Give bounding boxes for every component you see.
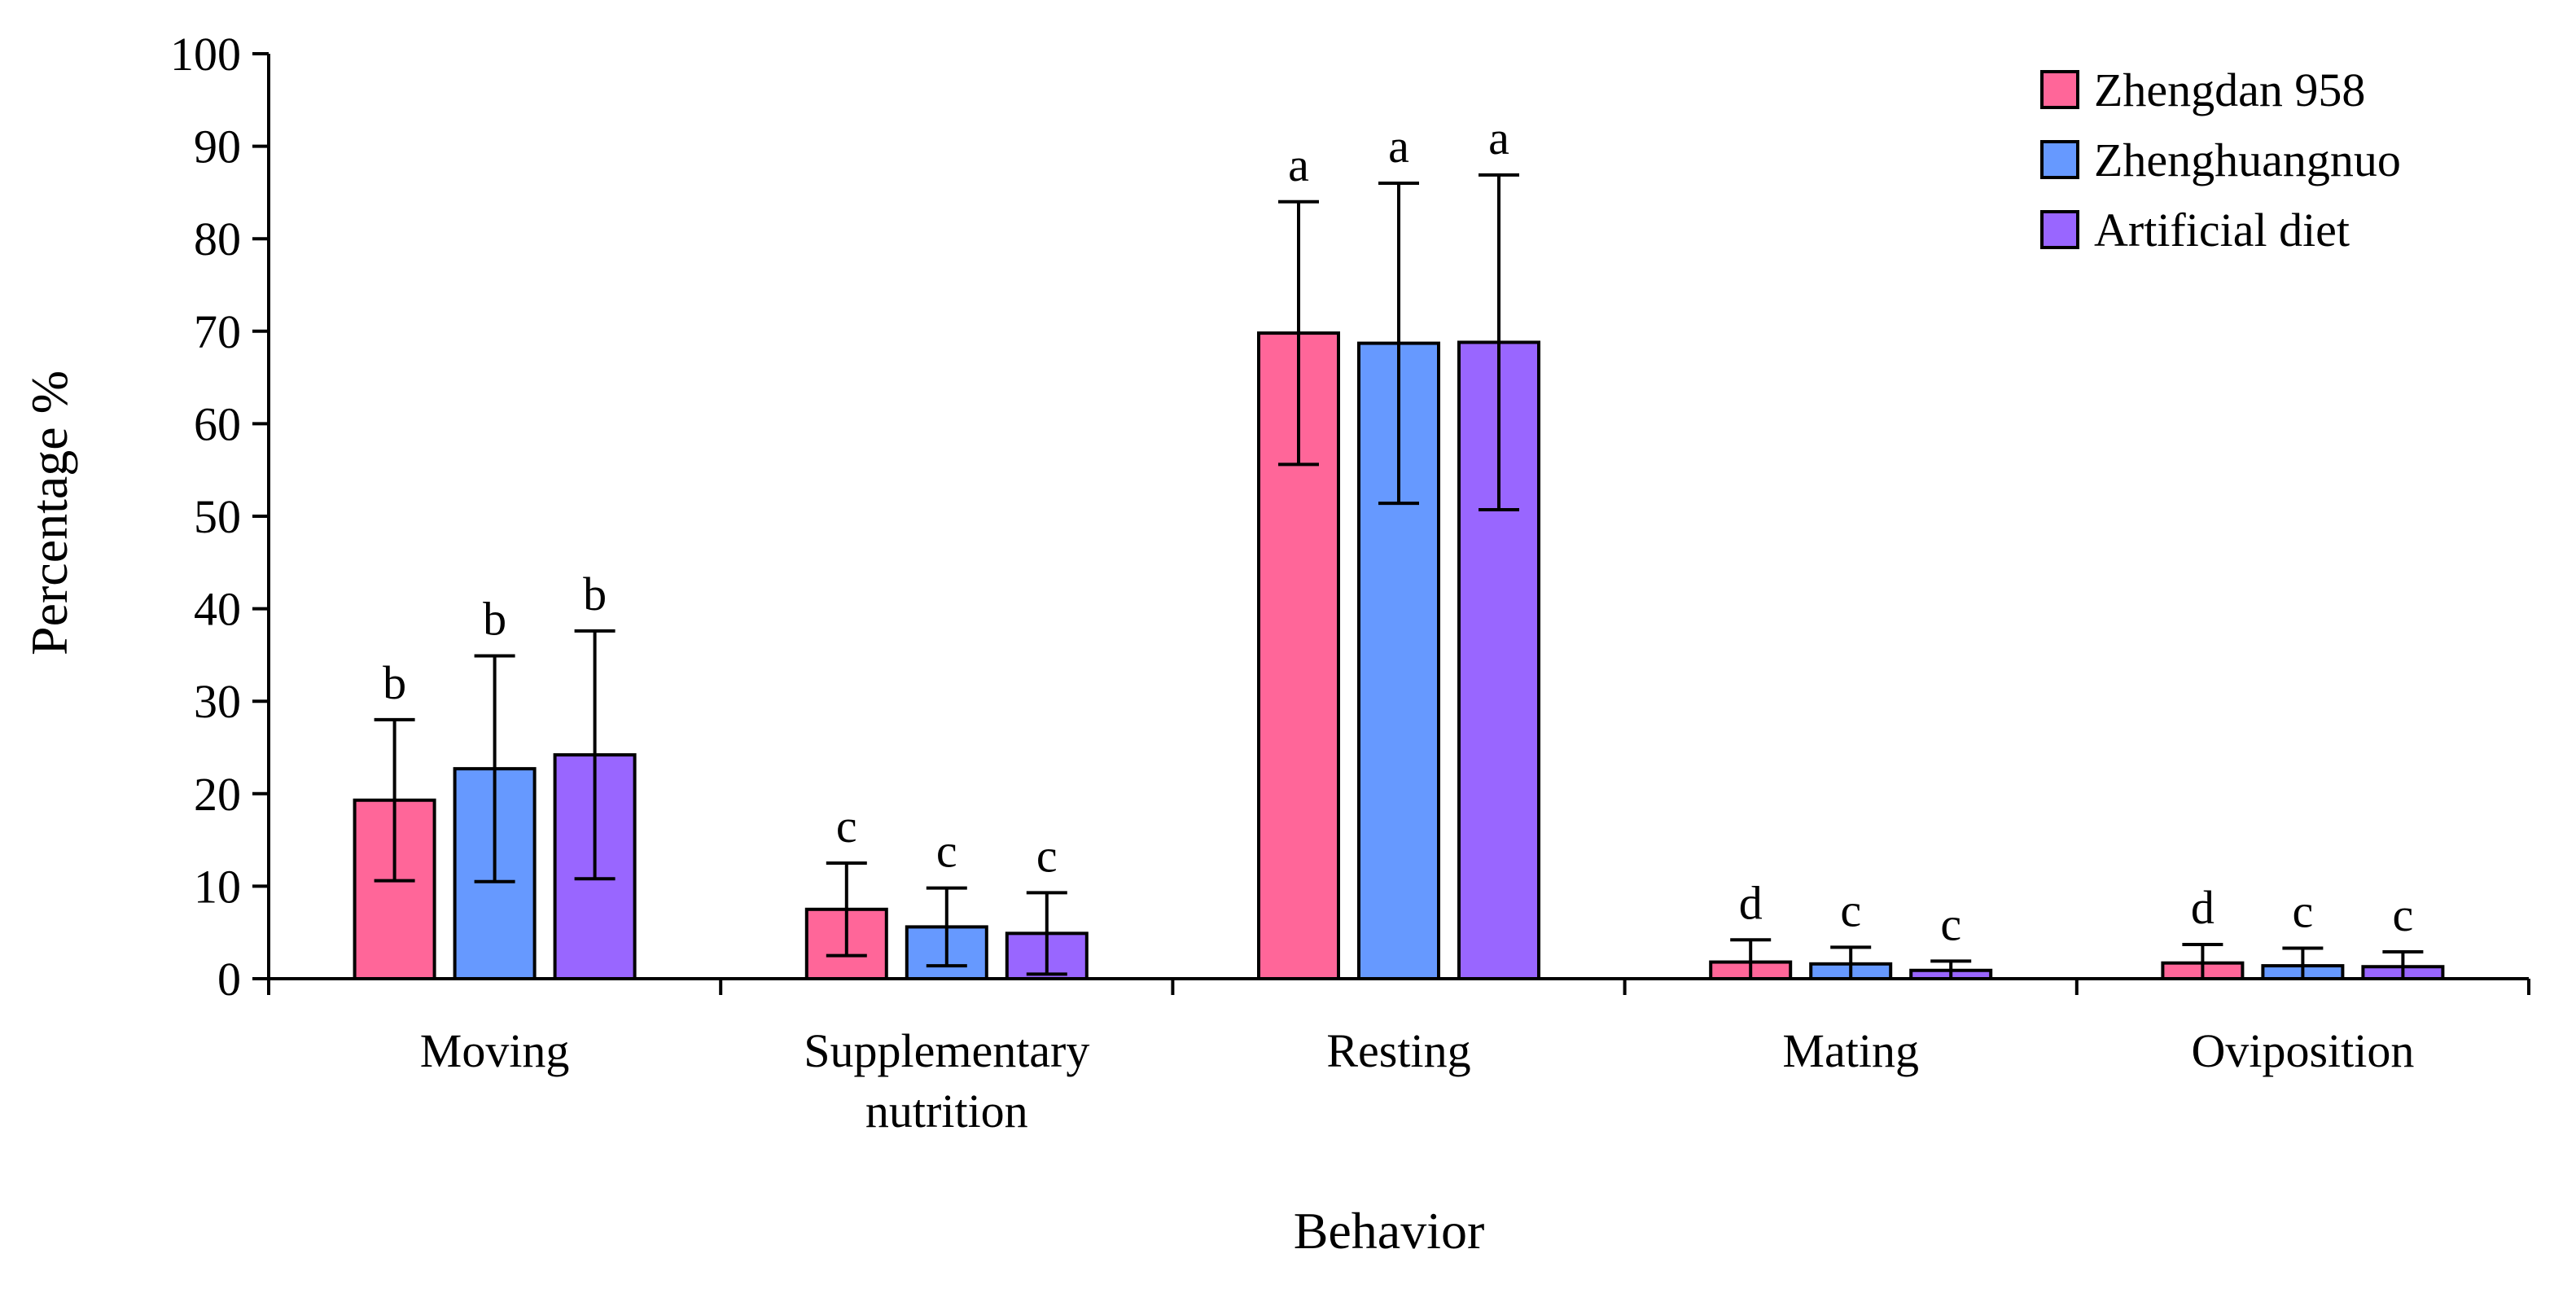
error-bars bbox=[374, 173, 2424, 980]
legend: Zhengdan 958 Zhenghuangnuo Artificial diet bbox=[2040, 64, 2401, 256]
legend-swatch bbox=[2040, 70, 2079, 109]
x-category-label: Supplementary nutrition bbox=[804, 1024, 1089, 1137]
x-category-label: Resting bbox=[1326, 1024, 1470, 1077]
significance-label: a bbox=[1288, 138, 1309, 191]
y-tick-label: 40 bbox=[194, 583, 241, 636]
significance-label: c bbox=[1036, 829, 1058, 882]
significance-label: a bbox=[1488, 112, 1509, 164]
significance-label: c bbox=[2293, 885, 2314, 938]
significance-label: c bbox=[1840, 883, 1861, 936]
y-tick-label: 10 bbox=[194, 860, 241, 913]
significance-label: c bbox=[836, 800, 857, 853]
x-category-label: Mating bbox=[1782, 1024, 1919, 1077]
significance-label: c bbox=[936, 825, 957, 878]
significance-label: a bbox=[1388, 120, 1409, 173]
y-tick-label: 100 bbox=[170, 28, 241, 81]
x-category-label: Oviposition bbox=[2191, 1024, 2414, 1077]
x-category-label-line: Mating bbox=[1782, 1024, 1919, 1077]
y-axis: 0 10 20 30 40 50 60 70 80 90 100 bbox=[170, 28, 270, 1006]
x-category-label-line: Resting bbox=[1326, 1024, 1470, 1077]
significance-labels: b c a d d b c a c c b c a c c bbox=[383, 112, 2413, 951]
legend-label: Zhenghuangnuo bbox=[2094, 134, 2401, 186]
y-tick-label: 90 bbox=[194, 121, 241, 173]
significance-label: c bbox=[1940, 897, 1961, 950]
x-category-label-line: Supplementary bbox=[804, 1024, 1089, 1077]
y-tick-label: 20 bbox=[194, 768, 241, 821]
y-tick-label: 0 bbox=[217, 953, 241, 1006]
legend-swatch bbox=[2040, 140, 2079, 179]
x-category-label-line: Moving bbox=[420, 1024, 570, 1077]
significance-label: d bbox=[2191, 881, 2215, 934]
y-tick-label: 50 bbox=[194, 490, 241, 543]
significance-label: b bbox=[483, 593, 506, 646]
x-category-label: Moving bbox=[420, 1024, 570, 1077]
y-tick-label: 80 bbox=[194, 213, 241, 265]
significance-label: b bbox=[383, 656, 406, 709]
significance-label: c bbox=[2393, 888, 2414, 941]
y-tick-label: 30 bbox=[194, 675, 241, 728]
significance-label: b bbox=[583, 568, 607, 620]
x-axis-title: Behavior bbox=[1294, 1202, 1485, 1260]
y-tick-label: 60 bbox=[194, 397, 241, 450]
x-category-label-line: nutrition bbox=[865, 1085, 1028, 1137]
significance-label: d bbox=[1739, 876, 1763, 929]
y-axis-title: Percentage % bbox=[20, 370, 78, 655]
legend-swatch bbox=[2040, 210, 2079, 249]
y-tick-label: 70 bbox=[194, 305, 241, 358]
legend-label: Artificial diet bbox=[2094, 204, 2350, 256]
x-category-label-line: Oviposition bbox=[2191, 1024, 2414, 1077]
x-axis: Moving Supplementary nutrition Resting Matin… bbox=[267, 977, 2530, 1137]
legend-label: Zhengdan 958 bbox=[2094, 64, 2365, 116]
